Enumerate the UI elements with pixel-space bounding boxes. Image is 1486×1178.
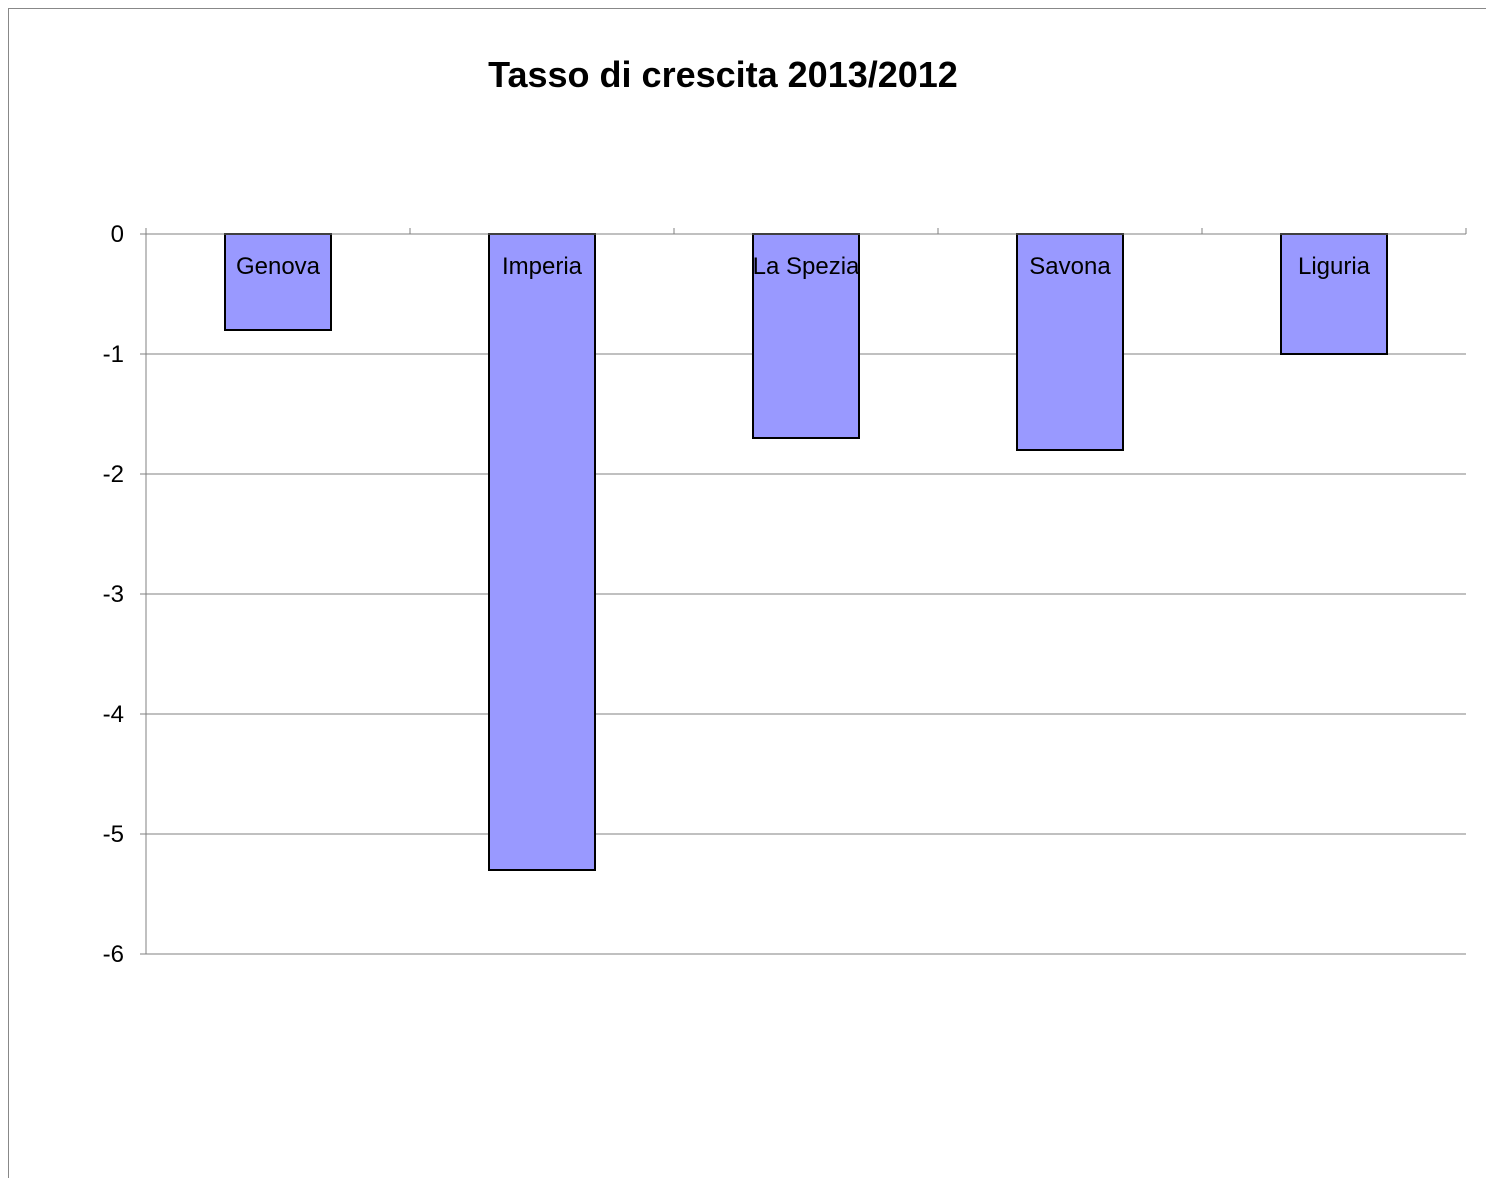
y-tick-label: -6	[103, 941, 124, 968]
bar-genova	[224, 233, 332, 331]
labels: 0 -1 -2 -3 -4 -5 -6 Genova Imperia La Spezia Savon…	[103, 221, 1371, 968]
y-tick-label: 0	[111, 221, 124, 248]
category-label: Genova	[236, 253, 321, 280]
y-tick-label: -3	[103, 581, 124, 608]
chart-frame	[8, 8, 1486, 1178]
category-label: Liguria	[1298, 253, 1371, 280]
category-label: Imperia	[502, 253, 583, 280]
category-label: La Spezia	[753, 253, 860, 280]
gridlines	[146, 353, 1466, 955]
bar-liguria	[1280, 233, 1388, 355]
bar-imperia	[488, 233, 596, 871]
bars	[224, 233, 1388, 871]
chart-title: Tasso di crescita 2013/2012	[488, 54, 958, 95]
category-label: Savona	[1029, 253, 1111, 280]
y-tick-label: -1	[103, 341, 124, 368]
y-tick-label: -2	[103, 461, 124, 488]
axes	[140, 228, 1467, 955]
bar-savona	[1016, 233, 1124, 451]
y-tick-label: -4	[103, 701, 124, 728]
y-tick-label: -5	[103, 821, 124, 848]
